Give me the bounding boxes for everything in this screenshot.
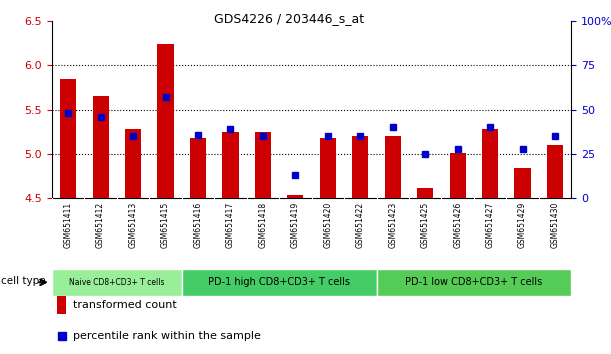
Text: GSM651425: GSM651425 xyxy=(421,202,430,248)
Text: GSM651412: GSM651412 xyxy=(96,202,105,248)
Bar xyxy=(125,129,141,198)
Bar xyxy=(320,138,336,198)
Bar xyxy=(287,195,304,198)
Text: GSM651419: GSM651419 xyxy=(291,202,300,248)
Bar xyxy=(450,153,466,198)
Bar xyxy=(547,145,563,198)
Text: PD-1 high CD8+CD3+ T cells: PD-1 high CD8+CD3+ T cells xyxy=(208,277,350,287)
Text: GDS4226 / 203446_s_at: GDS4226 / 203446_s_at xyxy=(214,12,364,25)
Bar xyxy=(255,132,271,198)
Bar xyxy=(57,296,67,314)
Bar xyxy=(417,188,433,198)
Bar xyxy=(376,269,571,296)
Text: GSM651422: GSM651422 xyxy=(356,202,365,248)
Text: GSM651423: GSM651423 xyxy=(388,202,397,248)
Bar xyxy=(222,132,238,198)
Text: GSM651430: GSM651430 xyxy=(551,202,560,248)
Bar xyxy=(52,269,182,296)
Bar xyxy=(182,269,376,296)
Text: GSM651416: GSM651416 xyxy=(194,202,202,248)
Bar xyxy=(158,44,174,198)
Text: GSM651427: GSM651427 xyxy=(486,202,495,248)
Text: cell type: cell type xyxy=(1,276,46,286)
Text: transformed count: transformed count xyxy=(73,299,177,310)
Text: GSM651426: GSM651426 xyxy=(453,202,462,248)
Text: GSM651418: GSM651418 xyxy=(258,202,268,248)
Bar xyxy=(60,79,76,198)
Bar xyxy=(514,168,531,198)
Text: PD-1 low CD8+CD3+ T cells: PD-1 low CD8+CD3+ T cells xyxy=(405,277,543,287)
Text: GSM651411: GSM651411 xyxy=(64,202,73,248)
Text: GSM651417: GSM651417 xyxy=(226,202,235,248)
Bar xyxy=(92,96,109,198)
Text: GSM651420: GSM651420 xyxy=(323,202,332,248)
Text: GSM651413: GSM651413 xyxy=(128,202,137,248)
Bar xyxy=(385,136,401,198)
Bar xyxy=(482,129,498,198)
Bar xyxy=(352,136,368,198)
Text: GSM651429: GSM651429 xyxy=(518,202,527,248)
Text: Naive CD8+CD3+ T cells: Naive CD8+CD3+ T cells xyxy=(69,278,164,287)
Text: GSM651415: GSM651415 xyxy=(161,202,170,248)
Bar xyxy=(190,138,206,198)
Text: percentile rank within the sample: percentile rank within the sample xyxy=(73,331,260,342)
